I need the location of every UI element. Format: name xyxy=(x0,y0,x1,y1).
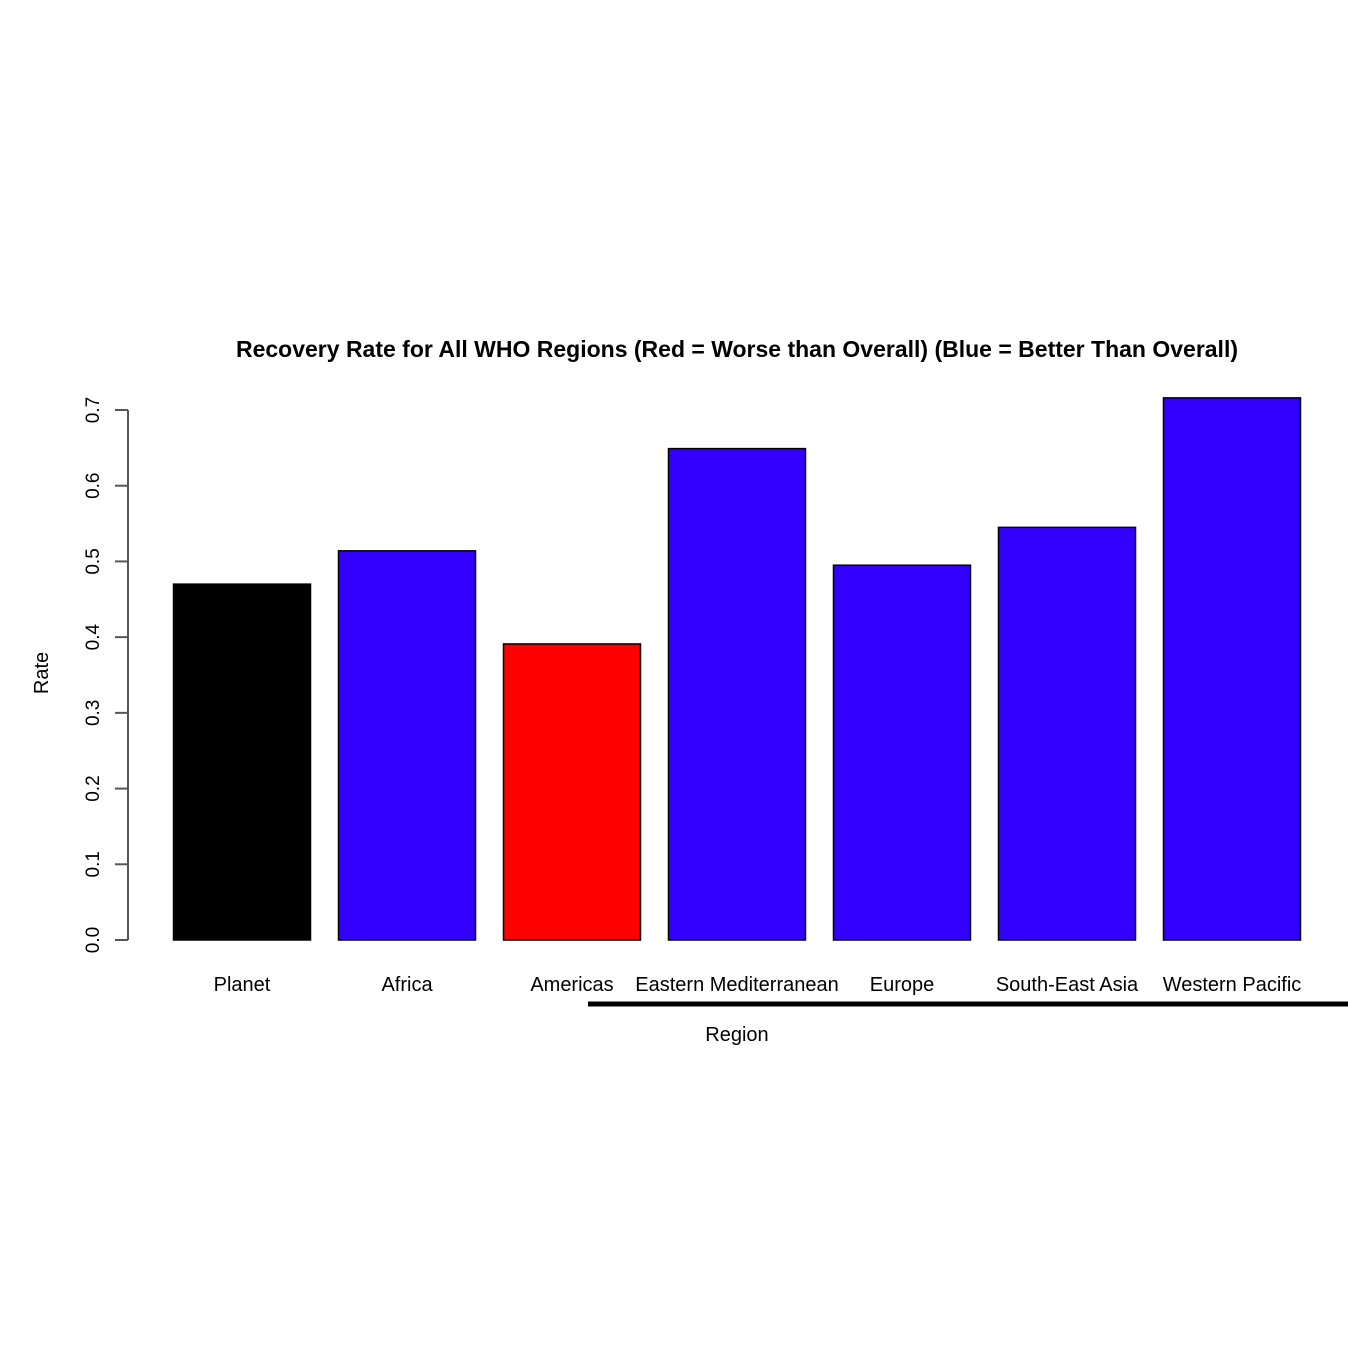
bar-africa xyxy=(337,550,477,941)
y-tick-label: 0.7 xyxy=(83,397,104,423)
bar-americas xyxy=(502,643,642,941)
y-tick-label: 0.0 xyxy=(83,927,104,953)
y-tick-label: 0.6 xyxy=(83,473,104,499)
bar-planet xyxy=(172,583,312,941)
x-category-label: Europe xyxy=(870,974,935,996)
bar-eastern-mediterranean xyxy=(667,447,807,941)
y-tick-label: 0.2 xyxy=(83,775,104,801)
bar-south-east-asia xyxy=(997,526,1137,941)
x-category-label: Africa xyxy=(381,974,433,996)
x-category-label: Western Pacific xyxy=(1163,974,1302,996)
y-axis: 0.0 0.1 0.2 0.3 0.4 0.5 0.6 0.7 xyxy=(83,397,129,953)
bar-western-pacific xyxy=(1162,397,1302,941)
x-axis-label: Region xyxy=(705,1024,768,1046)
category-labels-group: Planet Africa Americas Eastern Mediterranea… xyxy=(214,974,1302,996)
bar-europe xyxy=(832,564,972,941)
y-axis-label: Rate xyxy=(31,652,53,694)
y-tick-label: 0.5 xyxy=(83,548,104,574)
x-category-label: Planet xyxy=(214,974,271,996)
x-category-label: Americas xyxy=(530,974,613,996)
x-category-label: South-East Asia xyxy=(996,974,1139,996)
y-tick-label: 0.4 xyxy=(83,624,104,651)
x-category-label: Eastern Mediterranean xyxy=(635,974,838,996)
bars-group xyxy=(172,397,1302,941)
y-tick-label: 0.3 xyxy=(83,700,104,726)
chart-title: Recovery Rate for All WHO Regions (Red =… xyxy=(236,336,1238,362)
y-tick-label: 0.1 xyxy=(83,851,104,877)
